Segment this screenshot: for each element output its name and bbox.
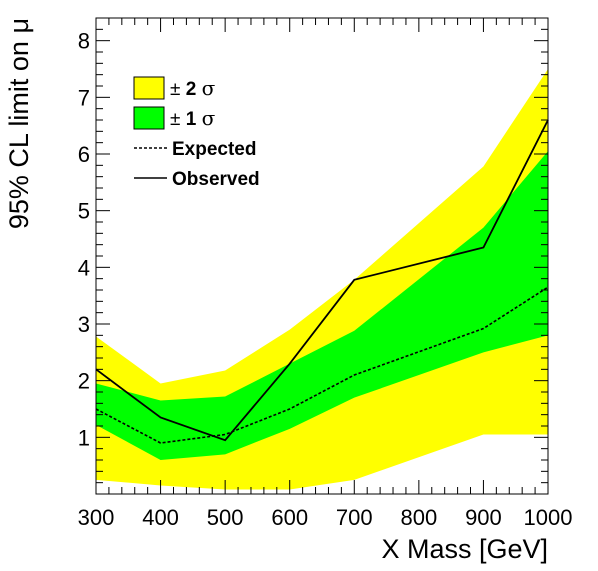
ticks-layer (95, 17, 549, 494)
tick-labels-layer: 300 400 500 600 700 800 900 1000 1 2 3 4 5 6 7 8 (78, 29, 573, 530)
y-tick-label: 3 (78, 312, 90, 337)
legend-label: ± 2 σ (170, 76, 216, 100)
x-tick-label: 800 (400, 505, 437, 530)
y-tick-label: 7 (78, 85, 90, 110)
legend: ± 2 σ ± 1 σ Expected Observed (133, 76, 260, 190)
x-tick-label: 500 (207, 505, 244, 530)
band-1sigma (96, 151, 548, 460)
bands-layer (96, 69, 548, 490)
y-tick-label: 8 (78, 29, 90, 54)
x-tick-label: 400 (142, 505, 179, 530)
y-tick-label: 6 (78, 142, 90, 167)
y-axis-title: 95% CL limit on μ (4, 18, 34, 229)
band-2sigma (96, 69, 548, 490)
legend-label: Observed (172, 169, 260, 190)
x-tick-label: 700 (336, 505, 373, 530)
y-tick-label: 4 (78, 255, 90, 280)
legend-label: Expected (172, 139, 256, 160)
y-tick-label: 1 (78, 425, 90, 450)
legend-swatch (133, 106, 165, 130)
observed-line (95, 119, 549, 442)
lines-layer (95, 119, 549, 444)
x-tick-label: 900 (465, 505, 502, 530)
legend-swatch (133, 76, 165, 100)
expected-line (95, 286, 549, 444)
y-tick-label: 2 (78, 369, 90, 394)
x-tick-label: 600 (271, 505, 308, 530)
y-tick-label: 5 (78, 199, 90, 224)
x-axis-title: X Mass [GeV] (381, 534, 548, 564)
x-tick-label: 1000 (524, 505, 573, 530)
x-tick-label: 300 (78, 505, 115, 530)
legend-label: ± 1 σ (170, 106, 216, 130)
